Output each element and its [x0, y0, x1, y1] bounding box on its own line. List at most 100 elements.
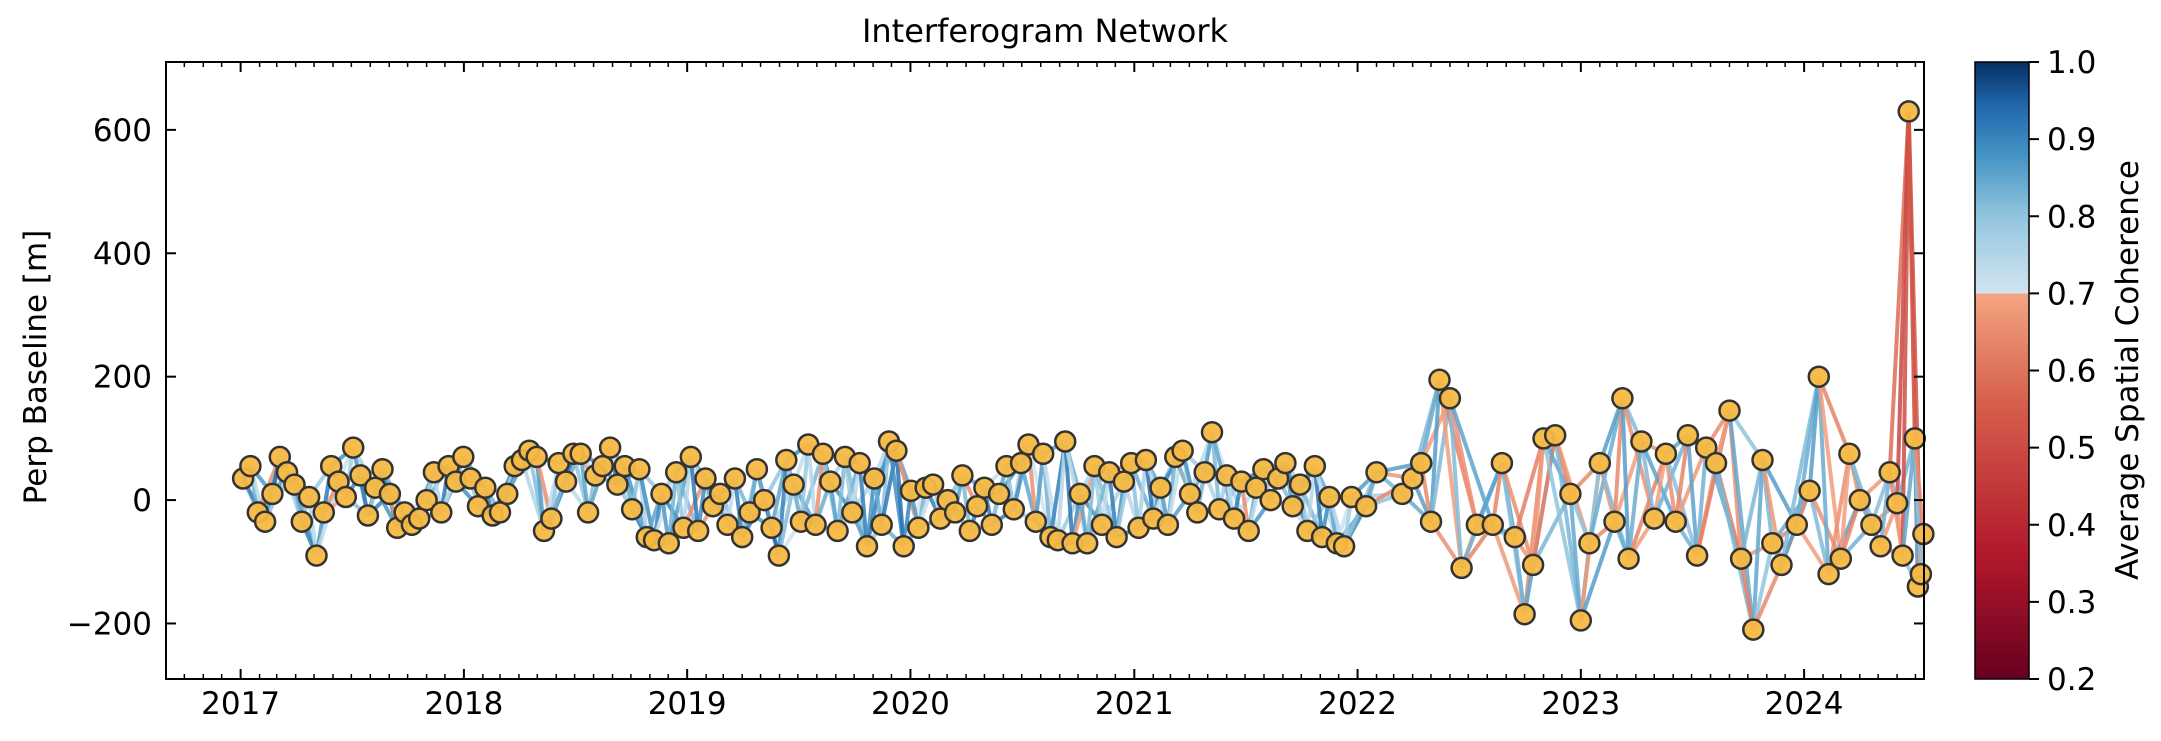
y-tick-label: 600	[93, 113, 152, 149]
colorbar-tick-label: 0.5	[2047, 431, 2096, 467]
acquisition-point	[716, 513, 739, 537]
acquisition-point	[407, 507, 431, 530]
interferogram-pair	[1807, 490, 1831, 575]
interferogram-pair	[1041, 453, 1060, 541]
acquisition-point	[1105, 525, 1128, 549]
acquisition-point	[657, 532, 681, 555]
acquisition-point	[1354, 494, 1378, 518]
acquisition-point	[745, 457, 769, 481]
acquisition-point	[1274, 451, 1297, 475]
acquisition-point	[752, 488, 776, 512]
acquisition-point	[980, 513, 1004, 537]
acquisition-point	[1222, 507, 1246, 530]
acquisition-point	[804, 513, 827, 537]
colorbar-axis: 0.2 0.3 0.4 0.5 0.6 0.7 0.8 0.9 1.0	[2029, 45, 2096, 698]
acquisition-point	[811, 442, 835, 466]
acquisition-point	[1156, 513, 1180, 537]
acquisition-point	[760, 516, 783, 540]
interferogram-pair	[1033, 453, 1046, 522]
acquisition-point	[1588, 451, 1612, 475]
acquisition-point	[576, 501, 600, 524]
interferogram-pair	[1838, 453, 1852, 559]
acquisition-point	[334, 485, 358, 509]
interferogram-pair	[1685, 435, 1700, 556]
x-tick-label: 2017	[201, 686, 280, 722]
interferogram-pair	[1912, 438, 1926, 535]
acquisition-point	[1729, 547, 1753, 570]
acquisition-point	[261, 482, 284, 506]
colorbar-tick-label: 0.7	[2047, 276, 2096, 312]
acquisition-point	[1149, 476, 1172, 499]
acquisition-point	[371, 457, 394, 481]
acquisition-point	[885, 439, 908, 462]
acquisition-point	[1281, 494, 1304, 518]
acquisition-point	[591, 454, 614, 478]
acquisition-point	[1186, 501, 1209, 524]
acquisition-point	[1848, 488, 1872, 512]
interferogram-pair	[1751, 542, 1775, 631]
acquisition-point	[1237, 519, 1260, 543]
acquisition-point	[1704, 451, 1728, 475]
interferogram-pair	[1447, 397, 1479, 526]
x-axis: 2017 2018 2019 2020 2021 2022 2023 2024	[183, 62, 1917, 722]
acquisition-point	[951, 464, 974, 487]
acquisition-point	[1642, 507, 1666, 530]
y-tick-label: 0	[132, 483, 152, 519]
acquisition-point	[1053, 430, 1077, 453]
acquisition-point	[650, 482, 673, 506]
acquisition-point	[1664, 510, 1687, 533]
acquisition-point	[356, 504, 380, 527]
interferogram-pair	[1419, 379, 1442, 464]
colorbar-tick-label: 0.2	[2047, 662, 2096, 698]
acquisition-point	[1171, 439, 1194, 462]
acquisition-point	[958, 519, 982, 543]
acquisition-point	[606, 473, 629, 496]
acquisition-point	[679, 445, 703, 469]
acquisition-point	[1685, 544, 1709, 567]
acquisition-point	[1419, 510, 1443, 533]
interferogram-pair	[1499, 462, 1536, 566]
acquisition-point	[312, 501, 336, 524]
acquisition-point	[1569, 609, 1593, 632]
acquisition-point	[1244, 476, 1268, 499]
y-axis: −200 0 200 400 600	[67, 113, 1924, 642]
interferogram-pair	[1751, 564, 1784, 631]
interferogram-pair	[1578, 521, 1617, 622]
plot-frame	[165, 61, 1925, 680]
acquisition-point	[1630, 430, 1653, 453]
acquisition-point	[921, 473, 945, 496]
interferogram-pair	[1900, 438, 1917, 556]
chart-title: Interferogram Network	[862, 12, 1229, 50]
colorbar-title: Average Spatial Coherence	[2110, 160, 2146, 580]
interferogram-pair	[1620, 398, 1631, 559]
acquisition-point	[1303, 454, 1327, 478]
x-tick-label: 2021	[1095, 686, 1174, 722]
x-tick-label: 2022	[1318, 686, 1397, 722]
interferogram-pair	[1541, 437, 1583, 621]
acquisition-point	[620, 498, 644, 521]
acquisition-point	[1390, 482, 1414, 506]
acquisition-point	[1751, 448, 1774, 472]
acquisition-point	[841, 501, 864, 524]
interferogram-pair	[1512, 437, 1546, 538]
interferogram-pair	[806, 444, 818, 525]
acquisition-point	[496, 482, 519, 506]
acquisition-point	[1718, 399, 1741, 422]
acquisition-point	[1860, 513, 1883, 537]
x-tick-label: 2018	[424, 686, 503, 722]
acquisition-point	[305, 544, 328, 567]
x-tick-label: 2019	[648, 686, 727, 722]
colorbar-tick-label: 0.9	[2047, 122, 2096, 158]
acquisition-point	[1200, 420, 1224, 444]
acquisition-point	[694, 467, 717, 490]
acquisition-point	[474, 476, 497, 499]
acquisition-points	[231, 100, 1935, 641]
acquisition-point	[283, 473, 306, 496]
y-axis-title: Perp Baseline [m]	[18, 230, 54, 505]
interferogram-pair	[894, 450, 906, 547]
interferogram-pair	[688, 456, 701, 532]
x-tick-label: 2020	[871, 686, 950, 722]
acquisition-point	[1761, 532, 1784, 555]
acquisition-point	[378, 482, 402, 506]
acquisition-point	[1112, 470, 1136, 493]
